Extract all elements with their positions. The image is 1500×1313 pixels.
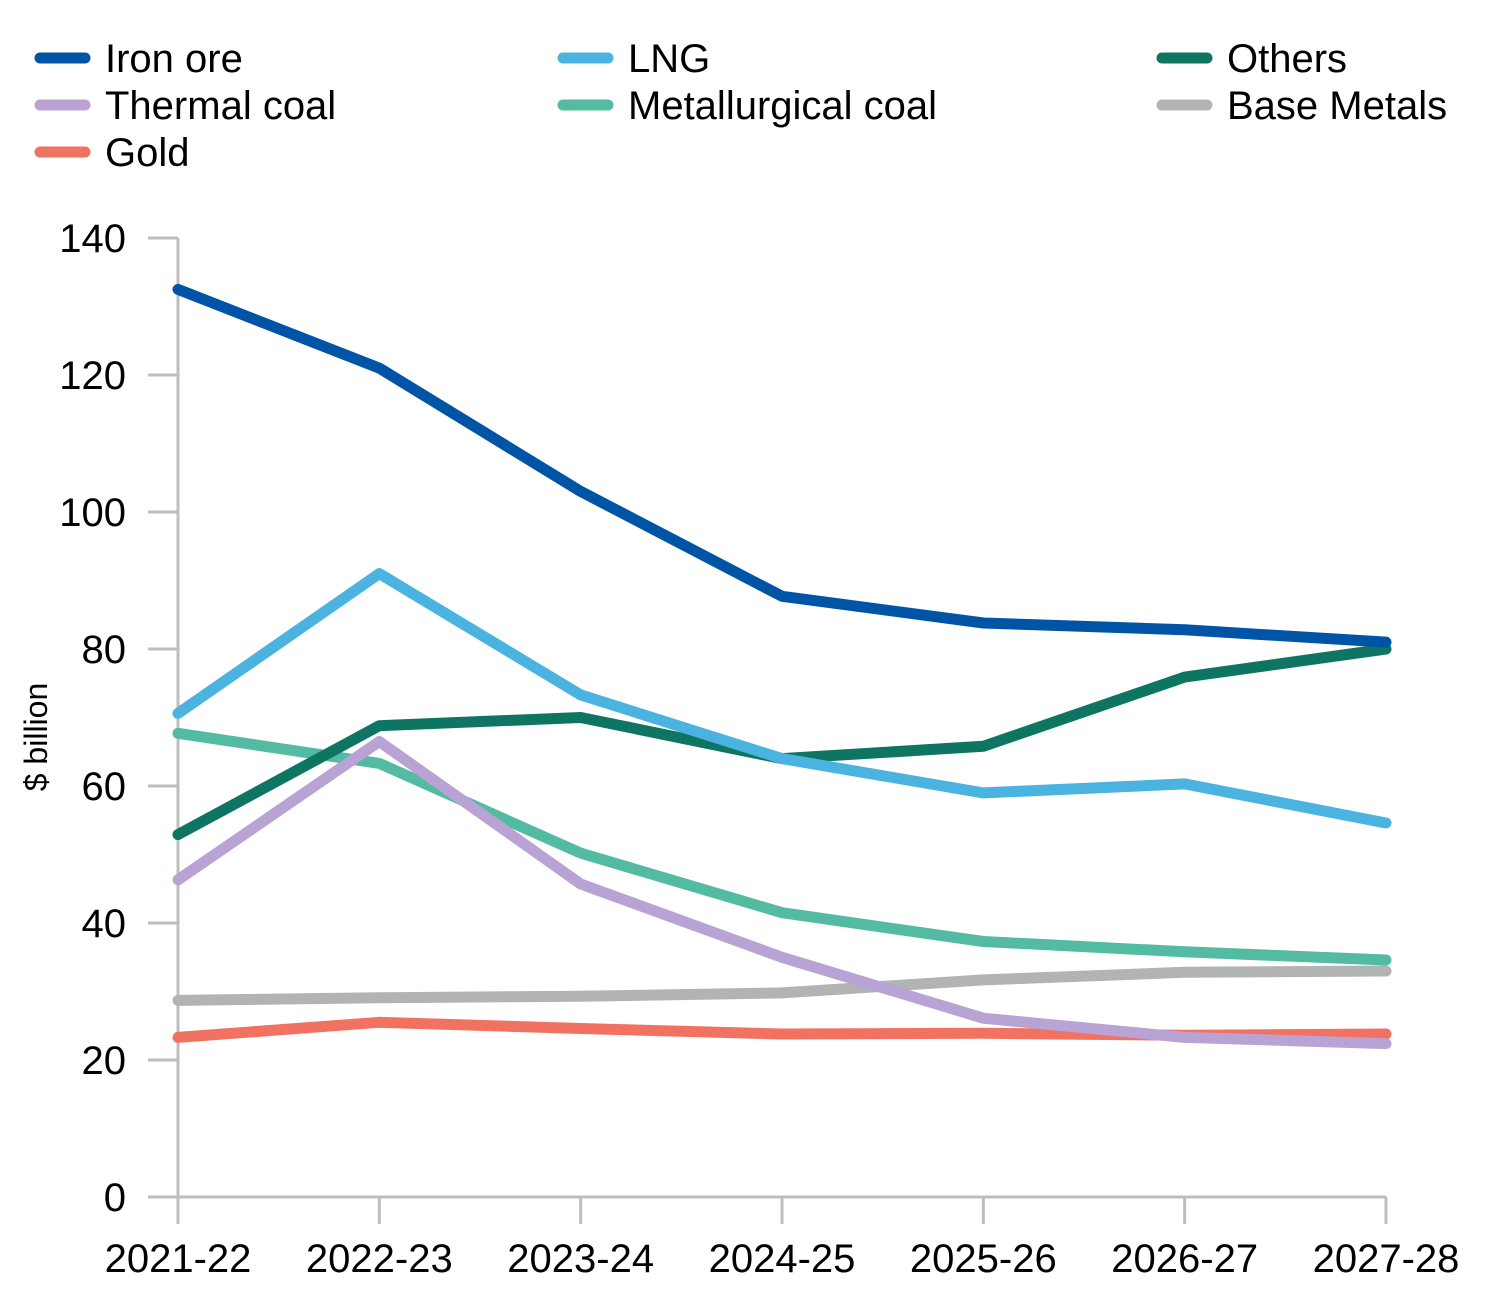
legend-label-gold: Gold	[105, 131, 190, 175]
series-lines	[172, 283, 1392, 1050]
legend-label-others: Others	[1227, 37, 1347, 81]
x-tick-label-2025-26: 2025-26	[910, 1237, 1057, 1281]
y-tick-label-100: 100	[59, 491, 126, 535]
legend-label-metallurgical-coal: Metallurgical coal	[628, 84, 937, 128]
series-line-thermal-coal	[172, 736, 1392, 1050]
y-tick-label-40: 40	[82, 902, 127, 946]
series-line-iron-ore	[172, 283, 1392, 648]
legend-label-thermal-coal: Thermal coal	[105, 84, 336, 128]
y-tick-label-0: 0	[104, 1176, 126, 1220]
y-tick-label-20: 20	[82, 1039, 127, 1083]
series-line-others	[172, 643, 1392, 841]
y-tick-label-60: 60	[82, 765, 127, 809]
x-tick-label-2024-25: 2024-25	[709, 1237, 856, 1281]
x-tick-label-2021-22: 2021-22	[105, 1237, 252, 1281]
x-tick-label-2026-27: 2026-27	[1111, 1237, 1258, 1281]
series-line-base-metals	[172, 965, 1392, 1006]
legend-label-base-metals: Base Metals	[1227, 84, 1447, 128]
legend-label-lng: LNG	[628, 37, 710, 81]
legend: Iron ore LNG Others Thermal coal Metallurgic…	[34, 37, 1447, 175]
axes: 0 20 40 60 80 100 120 140 2021-22 2022-23 2023-24 2…	[59, 217, 1459, 1281]
series-line-lng	[172, 568, 1392, 829]
x-tick-label-2027-28: 2027-28	[1313, 1237, 1460, 1281]
y-tick-label-80: 80	[82, 628, 127, 672]
x-tick-label-2022-23: 2022-23	[306, 1237, 453, 1281]
x-tick-label-2023-24: 2023-24	[507, 1237, 654, 1281]
y-tick-label-140: 140	[59, 217, 126, 261]
y-tick-label-120: 120	[59, 354, 126, 398]
series-line-metallurgical-coal	[172, 727, 1392, 966]
y-axis-title: $ billion	[18, 683, 54, 792]
legend-label-iron-ore: Iron ore	[105, 37, 243, 81]
